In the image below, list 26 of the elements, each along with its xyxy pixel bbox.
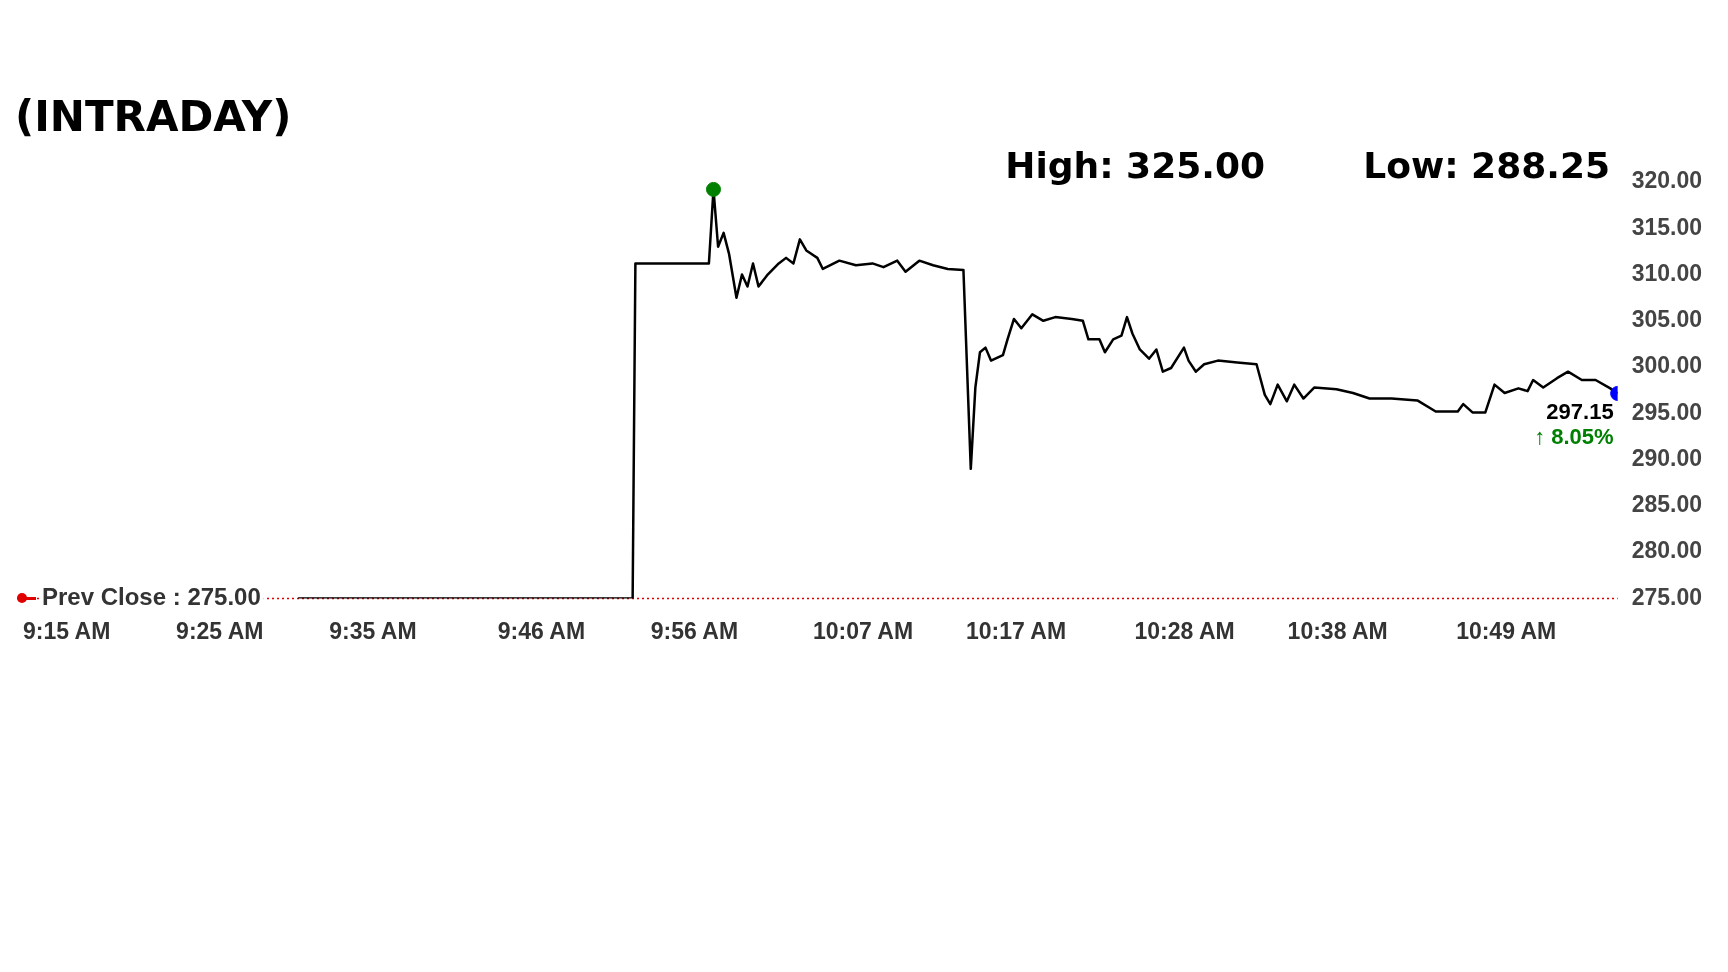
y-tick-label: 305.00 [1631, 306, 1703, 333]
x-tick-label: 9:46 AM [497, 617, 586, 644]
ref-line-label: Prev Close : 275.00 [42, 583, 261, 611]
annotation: 297.15 [1546, 398, 1614, 424]
x-tick-label: 10:49 AM [1456, 617, 1557, 644]
y-tick-label: 315.00 [1631, 213, 1703, 240]
y-tick-label: 285.00 [1631, 491, 1703, 518]
y-tick-label: 300.00 [1631, 352, 1703, 379]
x-tick-label: 9:25 AM [176, 617, 264, 644]
y-tick-label: 310.00 [1631, 259, 1703, 286]
x-tick-label: 10:17 AM [966, 617, 1067, 644]
y-tick-label: 290.00 [1631, 444, 1703, 471]
y-tick-label: 320.00 [1631, 167, 1703, 194]
x-tick-label: 9:56 AM [650, 617, 739, 644]
annotation: ↑ 8.05% [1534, 423, 1614, 449]
x-tick-label: 10:28 AM [1134, 617, 1235, 644]
x-tick-label: 9:35 AM [329, 617, 417, 644]
annotation: High: 325.00 [1005, 145, 1265, 186]
x-tick-label: 10:38 AM [1287, 617, 1388, 644]
x-tick-label: 10:07 AM [812, 617, 914, 644]
x-tick-label: 9:15 AM [22, 617, 111, 644]
y-tick-label: 275.00 [1631, 583, 1703, 610]
y-tick-label: 280.00 [1631, 537, 1703, 564]
chart-title: (INTRADAY) [15, 92, 292, 141]
annotation: Low: 288.25 [1363, 145, 1610, 186]
y-tick-label: 295.00 [1631, 398, 1703, 425]
